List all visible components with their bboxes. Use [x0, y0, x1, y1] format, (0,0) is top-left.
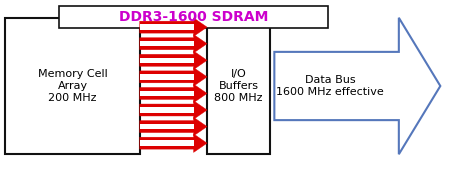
Polygon shape: [140, 51, 207, 69]
Polygon shape: [140, 18, 207, 36]
Polygon shape: [140, 124, 194, 129]
Polygon shape: [140, 91, 194, 96]
Polygon shape: [140, 68, 207, 86]
Bar: [59, 6, 328, 28]
Polygon shape: [140, 134, 207, 152]
Polygon shape: [140, 24, 194, 30]
Bar: [207, 18, 270, 154]
Text: DDR3-1600 SDRAM: DDR3-1600 SDRAM: [119, 10, 268, 24]
Text: I/O
Buffers
800 MHz: I/O Buffers 800 MHz: [214, 69, 263, 103]
Polygon shape: [140, 107, 194, 113]
Polygon shape: [140, 41, 194, 46]
Polygon shape: [274, 18, 441, 154]
Bar: [5, 18, 140, 154]
Polygon shape: [140, 84, 207, 103]
Polygon shape: [140, 141, 194, 146]
Polygon shape: [140, 101, 207, 119]
Text: Memory Cell
Array
200 MHz: Memory Cell Array 200 MHz: [38, 69, 108, 103]
Polygon shape: [140, 58, 194, 63]
Polygon shape: [140, 34, 207, 53]
Polygon shape: [140, 74, 194, 79]
Text: Data Bus
1600 MHz effective: Data Bus 1600 MHz effective: [276, 75, 384, 97]
Polygon shape: [140, 117, 207, 136]
